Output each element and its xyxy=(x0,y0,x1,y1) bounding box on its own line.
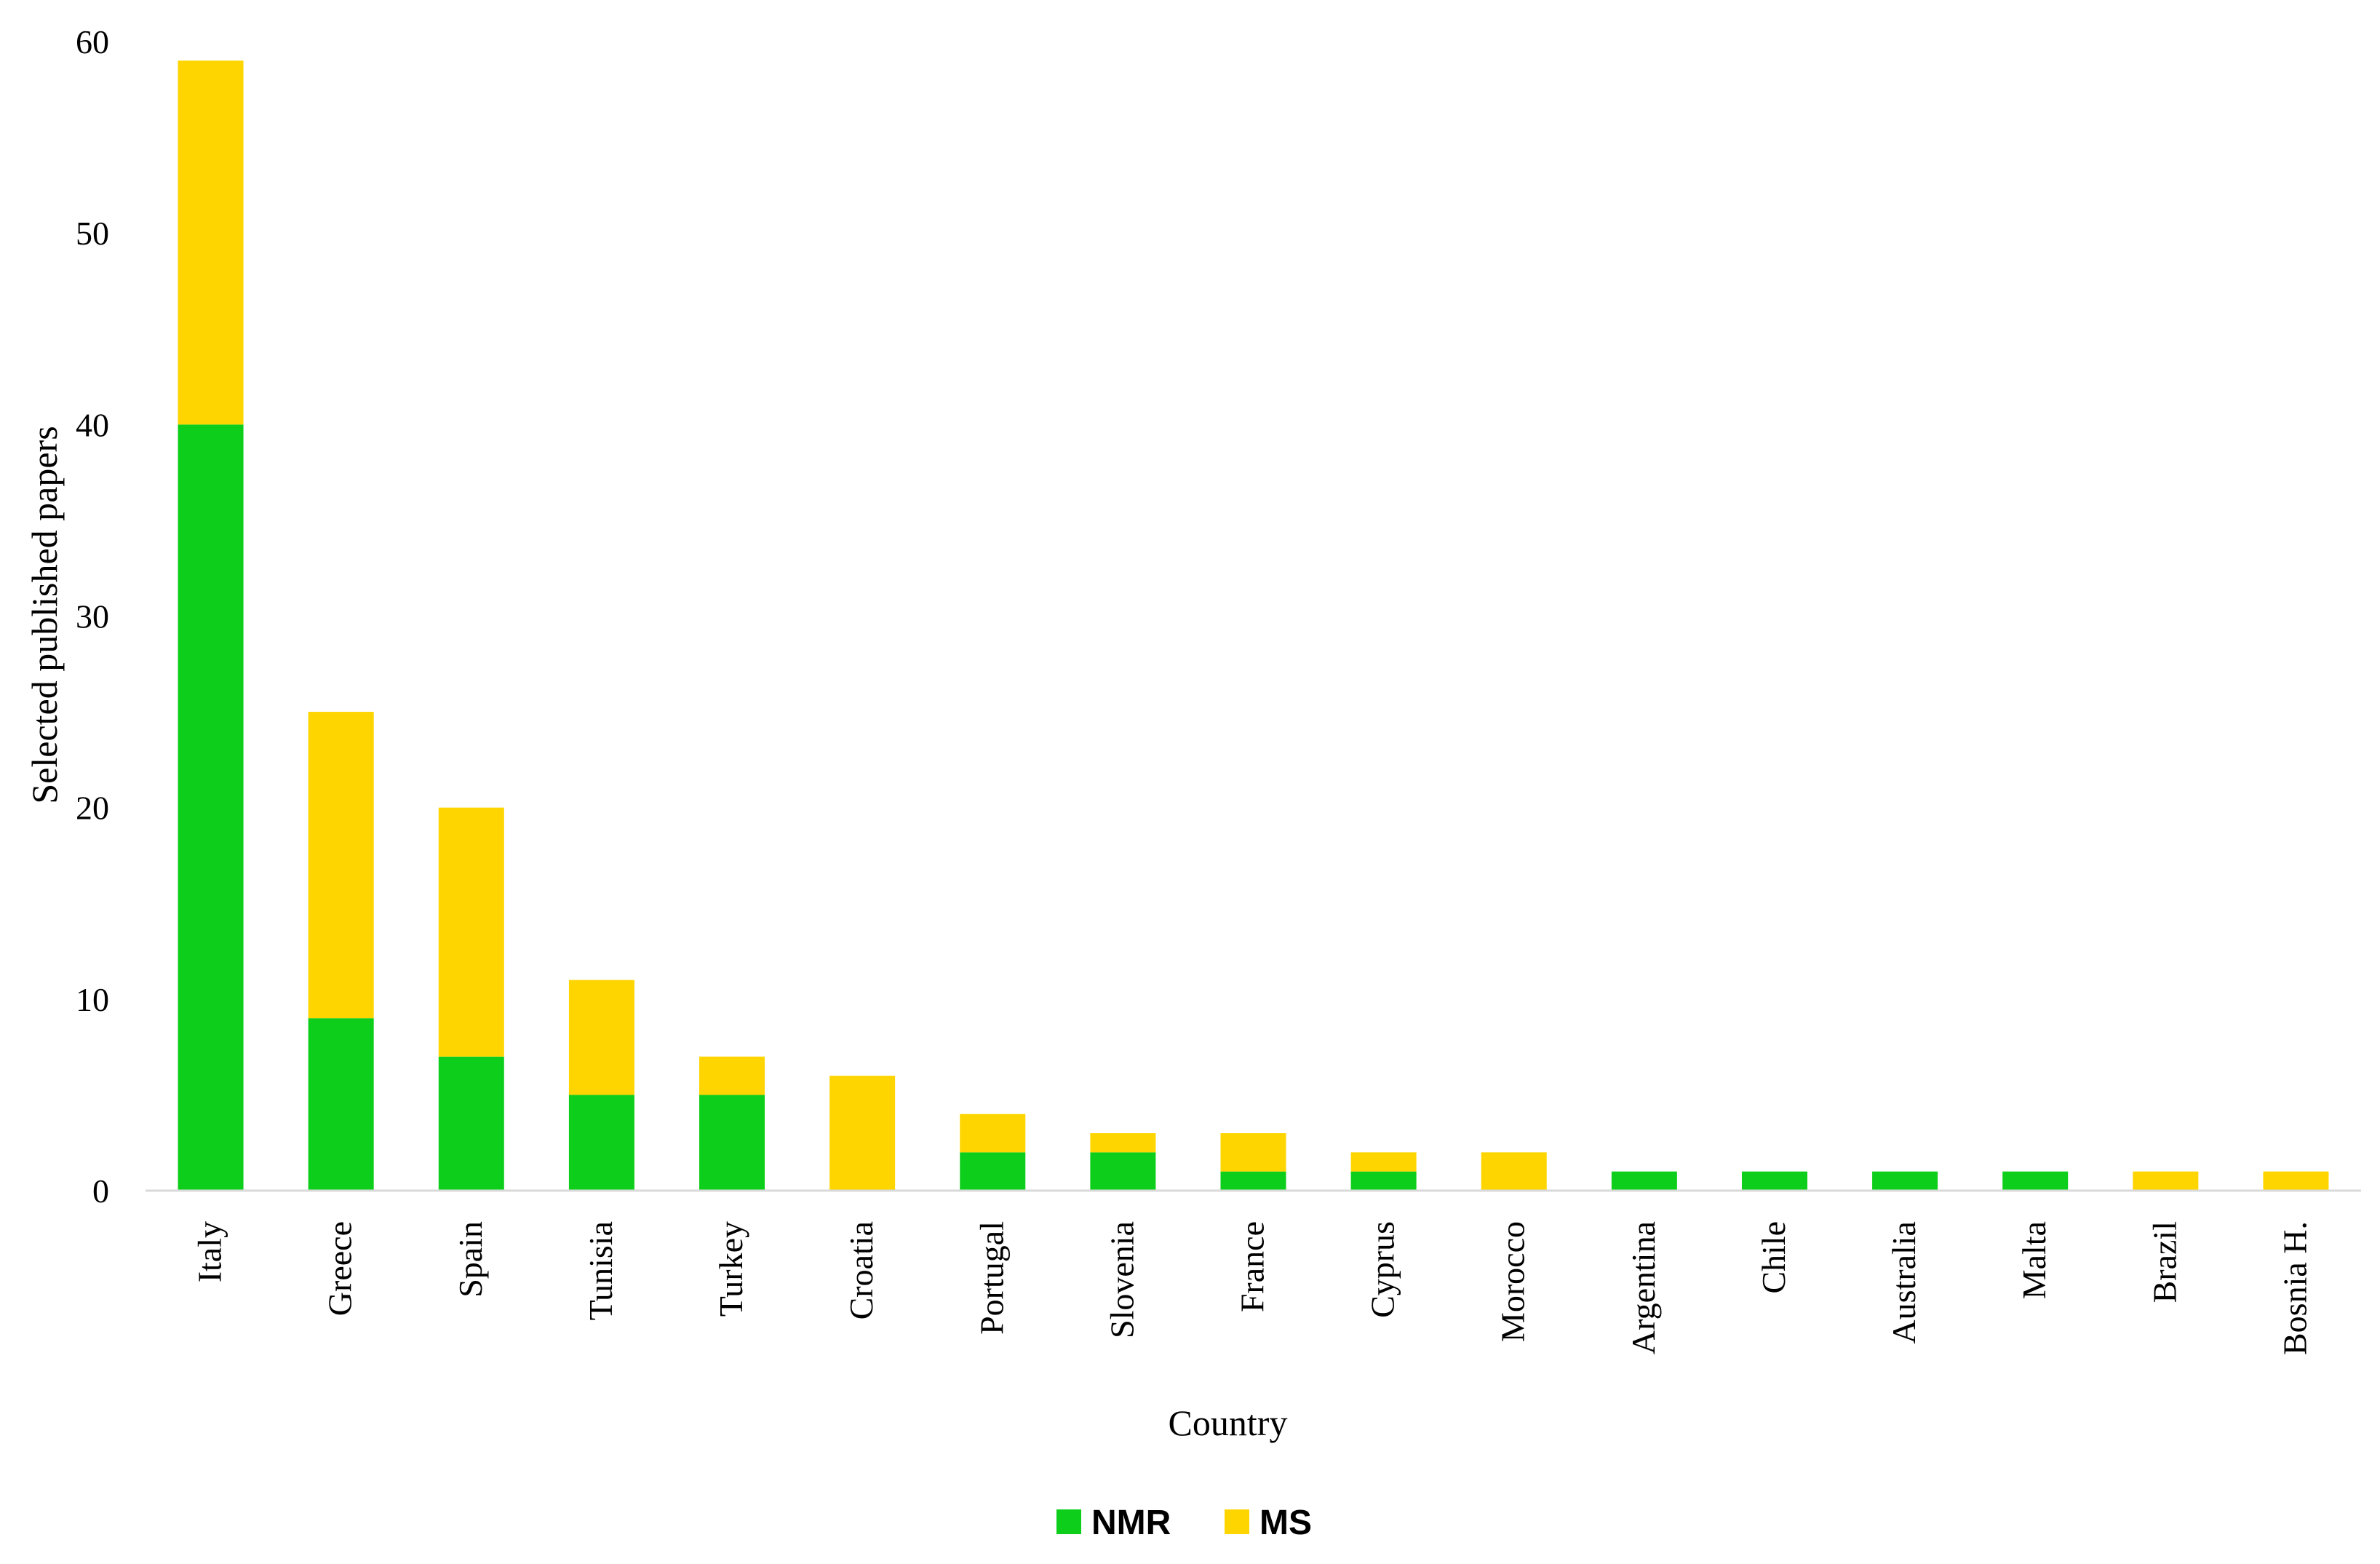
x-category-label: Tunisia xyxy=(582,1221,619,1320)
y-axis-title: Selected published papers xyxy=(24,426,65,803)
x-category-label: Brazil xyxy=(2146,1221,2183,1303)
bar-ms-bosnia-h xyxy=(2263,1171,2329,1191)
bar-nmr-france xyxy=(1220,1171,1286,1191)
bar-ms-croatia xyxy=(829,1076,896,1191)
bar-ms-turkey xyxy=(699,1056,765,1095)
bar-nmr-cyprus xyxy=(1350,1171,1417,1191)
y-tick-label: 60 xyxy=(76,23,109,60)
x-category-label: Argentina xyxy=(1625,1221,1662,1354)
legend-swatch-nmr xyxy=(1056,1509,1081,1534)
x-category-label: Portugal xyxy=(973,1221,1010,1335)
x-category-label: Australia xyxy=(1885,1221,1922,1344)
y-tick-label: 10 xyxy=(76,981,109,1018)
legend-label-nmr: NMR xyxy=(1091,1504,1171,1542)
x-category-label: Bosnia H. xyxy=(2276,1221,2313,1355)
bar-ms-spain xyxy=(438,807,504,1057)
bars xyxy=(178,60,2329,1191)
bar-nmr-portugal xyxy=(960,1152,1026,1191)
x-category-label: Cyprus xyxy=(1364,1221,1401,1318)
legend-label-ms: MS xyxy=(1259,1504,1312,1542)
x-category-label: Turkey xyxy=(712,1221,749,1317)
y-axis-ticks: 0 10 20 30 40 50 60 xyxy=(76,23,109,1210)
bar-ms-morocco xyxy=(1481,1152,1547,1191)
x-category-label: France xyxy=(1234,1221,1271,1312)
bar-ms-italy xyxy=(178,60,244,425)
bar-nmr-italy xyxy=(178,424,244,1191)
x-category-label: Malta xyxy=(2015,1221,2053,1299)
bar-ms-france xyxy=(1220,1133,1286,1172)
legend-swatch-ms xyxy=(1225,1509,1249,1534)
y-tick-label: 0 xyxy=(92,1172,109,1210)
y-tick-label: 20 xyxy=(76,790,109,827)
x-category-label: Greece xyxy=(322,1221,359,1316)
x-axis-category-labels: Italy Greece Spain Tunisia Turkey Croatia Port… xyxy=(191,1221,2314,1355)
bar-nmr-greece xyxy=(308,1018,374,1191)
x-axis-title: Country xyxy=(1169,1402,1288,1443)
x-category-label: Chile xyxy=(1755,1221,1792,1294)
x-category-label: Spain xyxy=(452,1221,489,1298)
bar-nmr-malta xyxy=(2002,1171,2069,1191)
bar-ms-portugal xyxy=(960,1114,1026,1153)
bar-nmr-turkey xyxy=(699,1095,765,1191)
bar-ms-tunisia xyxy=(568,980,634,1095)
bar-nmr-slovenia xyxy=(1090,1152,1156,1191)
bar-nmr-spain xyxy=(438,1056,504,1191)
bar-nmr-argentina xyxy=(1611,1171,1677,1191)
legend: NMR MS xyxy=(1056,1504,1312,1542)
y-tick-label: 50 xyxy=(76,215,109,252)
x-category-label: Croatia xyxy=(843,1221,880,1319)
x-category-label: Italy xyxy=(191,1221,228,1282)
bar-nmr-australia xyxy=(1872,1171,1938,1191)
y-tick-label: 40 xyxy=(76,406,109,443)
bar-ms-cyprus xyxy=(1350,1152,1417,1172)
x-category-label: Slovenia xyxy=(1103,1221,1140,1338)
bar-nmr-chile xyxy=(1741,1171,1807,1191)
bar-ms-greece xyxy=(308,712,374,1019)
x-category-label: Morocco xyxy=(1495,1221,1532,1342)
y-tick-label: 30 xyxy=(76,598,109,635)
bar-ms-brazil xyxy=(2133,1171,2199,1191)
bar-ms-slovenia xyxy=(1090,1133,1156,1153)
bar-nmr-tunisia xyxy=(568,1095,634,1191)
